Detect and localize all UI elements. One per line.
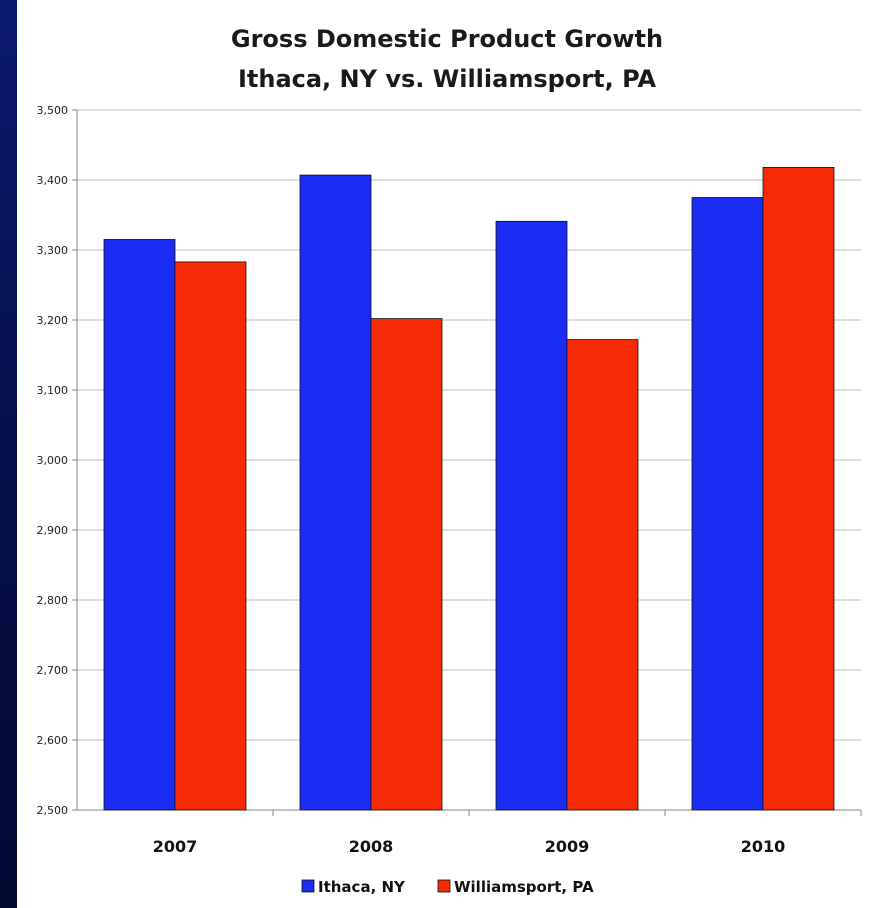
y-tick-label: 2,600 <box>37 734 69 747</box>
x-axis-labels: 2007 2008 2009 2010 <box>153 837 786 856</box>
chart-subtitle: Ithaca, NY vs. Williamsport, PA <box>238 65 657 93</box>
y-tick-label: 2,700 <box>37 664 69 677</box>
y-tick-label: 3,100 <box>37 384 69 397</box>
bar-ithaca-2009 <box>495 220 568 811</box>
y-tick-label: 3,400 <box>37 174 69 187</box>
bar-ithaca-2010 <box>691 197 764 811</box>
legend-swatch <box>301 879 315 893</box>
bar-ithaca-2007 <box>103 239 176 811</box>
y-tick-label: 2,900 <box>37 524 69 537</box>
legend-label: Ithaca, NY <box>318 878 406 896</box>
x-tick-label: 2009 <box>545 837 590 856</box>
legend: Ithaca, NY Williamsport, PA <box>301 878 594 896</box>
legend-swatch <box>437 879 451 893</box>
bar-williamsport-2008 <box>370 318 443 811</box>
bar-williamsport-2010 <box>762 166 835 811</box>
x-tick-label: 2010 <box>741 837 786 856</box>
bar-williamsport-2007 <box>174 261 247 811</box>
chart-title: Gross Domestic Product Growth <box>231 25 663 53</box>
x-tick-label: 2008 <box>349 837 394 856</box>
y-tick-label: 3,000 <box>37 454 69 467</box>
y-tick-label: 2,800 <box>37 594 69 607</box>
bar-ithaca-2008 <box>299 174 372 811</box>
bars <box>103 166 835 811</box>
y-tick-label: 3,300 <box>37 244 69 257</box>
y-tick-label: 2,500 <box>37 804 69 817</box>
y-tick-label: 3,200 <box>37 314 69 327</box>
legend-label: Williamsport, PA <box>454 878 594 896</box>
x-tick-label: 2007 <box>153 837 198 856</box>
y-axis-labels: 2,500 2,600 2,700 2,800 2,900 3,000 3,100 3,200… <box>37 104 69 817</box>
bar-williamsport-2009 <box>566 339 639 811</box>
y-tick-label: 3,500 <box>37 104 69 117</box>
